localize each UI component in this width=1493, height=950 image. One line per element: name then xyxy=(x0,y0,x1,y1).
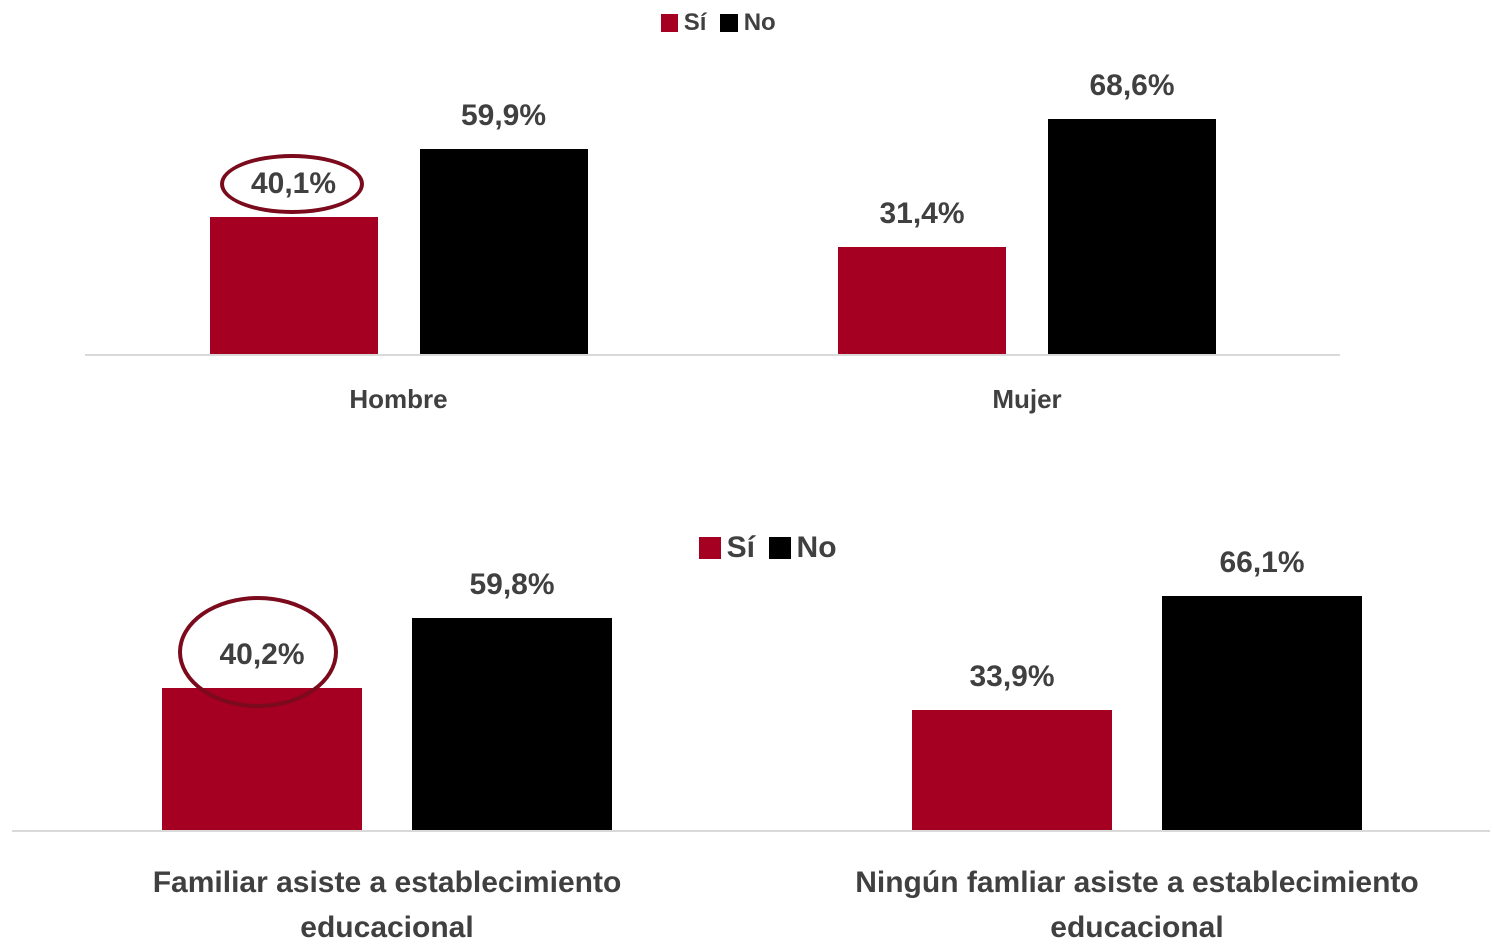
bar xyxy=(162,687,362,830)
bar xyxy=(209,216,378,354)
legend: Sí No xyxy=(660,6,776,40)
data-label: 59,9% xyxy=(460,99,547,133)
bar xyxy=(912,709,1112,830)
legend-label: No xyxy=(796,531,837,564)
legend-label: No xyxy=(743,8,776,36)
category-label: Familiar asiste a establecimiento educac… xyxy=(152,866,622,944)
category-label: Ningún famliar asiste a establecimiento … xyxy=(855,866,1419,944)
legend-swatch xyxy=(699,537,721,559)
legend-swatch xyxy=(660,14,678,32)
baseline xyxy=(12,830,1490,832)
legend-label: Sí xyxy=(683,8,707,36)
bar xyxy=(412,618,612,830)
bar xyxy=(1048,119,1216,354)
data-label: 33,9% xyxy=(969,659,1055,693)
data-label: 66,1% xyxy=(1219,546,1305,579)
category-label: Mujer xyxy=(992,384,1062,414)
bar xyxy=(1162,596,1362,830)
legend: Sí No xyxy=(699,527,837,569)
legend-label: Sí xyxy=(726,531,755,564)
highlight-ring xyxy=(220,154,364,214)
highlight-ring xyxy=(178,596,338,708)
bar xyxy=(838,246,1006,354)
legend-swatch xyxy=(720,14,738,32)
data-label: 31,4% xyxy=(879,196,965,230)
category-label: Hombre xyxy=(349,384,448,414)
legend-swatch xyxy=(768,537,791,559)
data-label: 68,6% xyxy=(1089,69,1175,103)
baseline xyxy=(85,354,1340,356)
data-label: 59,8% xyxy=(469,568,555,602)
bar xyxy=(419,149,588,354)
